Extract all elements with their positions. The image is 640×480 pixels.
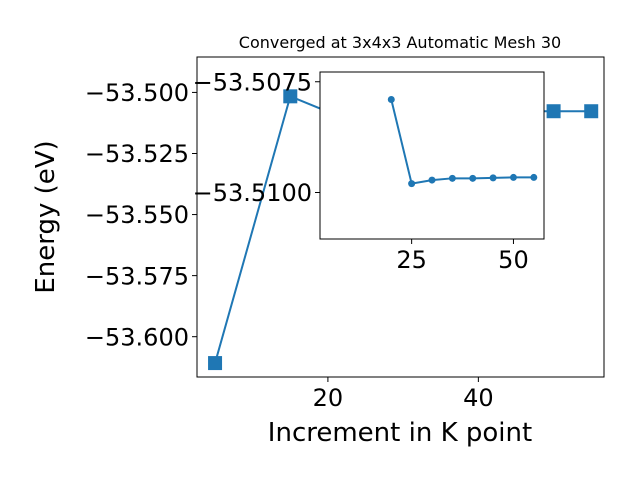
y-axis-label: Energy (eV) bbox=[31, 140, 61, 293]
main-data-point bbox=[546, 104, 561, 119]
main-y-tick-label: −53.525 bbox=[85, 140, 189, 168]
inset-data-point bbox=[469, 174, 477, 182]
main-x-tick-label: 40 bbox=[463, 384, 494, 412]
inset-background bbox=[320, 72, 544, 239]
inset-chart: 25 50 −53.5100 −53.5075 bbox=[193, 68, 545, 274]
inset-data-point bbox=[428, 176, 436, 184]
x-axis-label: Increment in K point bbox=[268, 418, 532, 448]
main-data-point bbox=[208, 356, 223, 371]
main-tick-layer: 20 40 −53.600 −53.575 −53.550 −53.525 −53.500 bbox=[85, 79, 494, 412]
main-data-point bbox=[584, 104, 599, 119]
main-plot-frame bbox=[196, 56, 605, 378]
inset-data-point bbox=[509, 173, 517, 181]
main-y-tick-label: −53.500 bbox=[85, 79, 189, 107]
main-y-tick-label: −53.600 bbox=[85, 323, 189, 351]
inset-data-point bbox=[530, 173, 538, 181]
inset-plot-frame bbox=[319, 71, 545, 240]
main-x-tick-label: 20 bbox=[313, 384, 344, 412]
inset-x-tick-label: 50 bbox=[498, 246, 529, 274]
main-data-point bbox=[283, 89, 298, 104]
inset-y-tick-label: −53.5100 bbox=[193, 179, 312, 207]
inset-data-point bbox=[408, 180, 416, 188]
inset-data-point bbox=[448, 174, 456, 182]
inset-y-tick-label: −53.5075 bbox=[193, 68, 312, 96]
inset-data-point bbox=[489, 174, 497, 182]
chart-title: Converged at 3x4x3 Automatic Mesh 30 bbox=[239, 33, 561, 52]
inset-series-layer bbox=[387, 95, 538, 188]
main-y-tick-label: −53.575 bbox=[85, 262, 189, 290]
main-y-tick-label: −53.550 bbox=[85, 201, 189, 229]
inset-tick-layer: 25 50 −53.5100 −53.5075 bbox=[193, 68, 529, 274]
inset-x-tick-label: 25 bbox=[396, 246, 427, 274]
inset-data-point bbox=[387, 95, 395, 103]
